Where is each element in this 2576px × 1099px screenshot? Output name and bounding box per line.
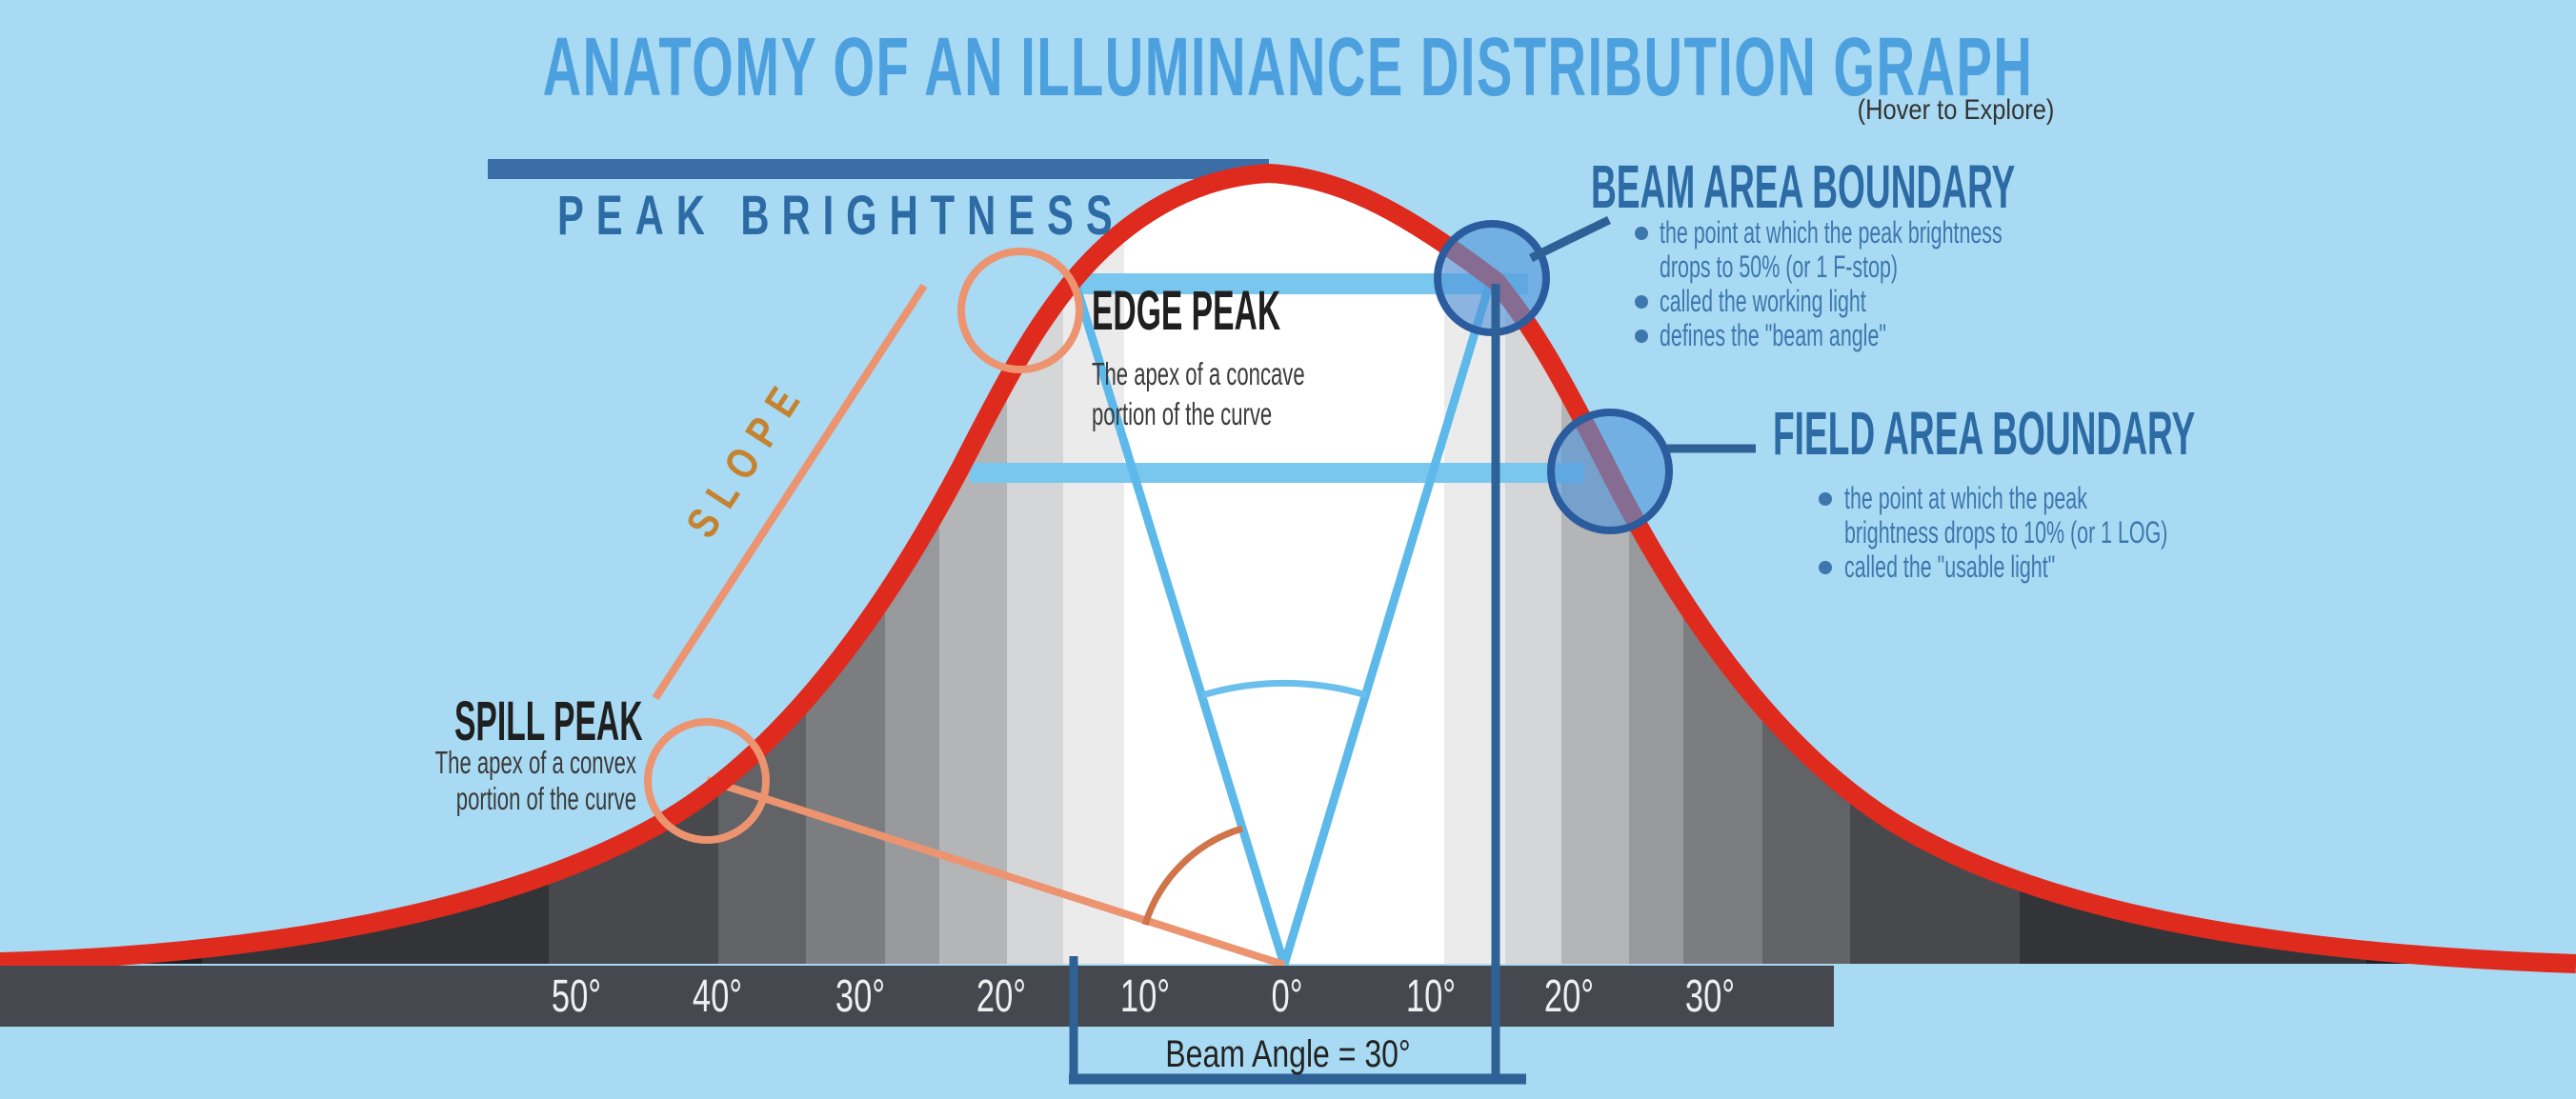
peak-brightness-label[interactable]: PEAK BRIGHTNESS (557, 184, 1125, 246)
spill-peak-desc-line: portion of the curve (456, 782, 636, 816)
slope-line[interactable] (652, 283, 928, 701)
axis-tick-label: 30° (1685, 969, 1735, 1021)
beam-cone-right-arm (1279, 274, 1497, 967)
beam-area-bullet: defines the "beam angle" (1660, 318, 1886, 352)
field-boundary-marker[interactable] (1547, 409, 1673, 534)
axis-tick-label: 30° (835, 969, 885, 1021)
spill-peak-annotation[interactable]: SPILL PEAK The apex of a convex portion … (435, 691, 643, 816)
beam-area-line[interactable] (1075, 273, 1528, 294)
illuminance-stripe (1124, 173, 1444, 964)
illuminance-stripe (1063, 173, 1124, 964)
bullet-dot (1819, 492, 1832, 506)
axis-tick-label: 10° (1406, 969, 1456, 1021)
beam-area-heading: BEAM AREA BOUNDARY (1591, 154, 2015, 222)
edge-peak-ring[interactable] (957, 248, 1083, 373)
angle-axis-bar (0, 966, 1834, 1027)
beam-area-bullet: called the working light (1660, 284, 1866, 318)
axis-tick-label: 50° (552, 969, 601, 1021)
beam-angle-label: Beam Angle = 30° (1165, 1032, 1410, 1075)
bullet-dot (1635, 227, 1648, 240)
beam-callout-connector (1529, 215, 1611, 263)
beam-cone-left-arm (1068, 272, 1289, 967)
field-area-bullet: brightness drops to 10% (or 1 LOG) (1844, 515, 2167, 550)
angle-axis-ticks: 50° 40° 30° 20° 10° 0° 10° 20° 30° (552, 969, 1735, 1021)
beam-area-callout[interactable]: BEAM AREA BOUNDARY the point at which th… (1591, 154, 2015, 352)
bullet-dot (1635, 295, 1648, 309)
edge-peak-annotation[interactable]: EDGE PEAK The apex of a concave portion … (1092, 281, 1305, 431)
edge-peak-heading: EDGE PEAK (1092, 281, 1280, 343)
edge-peak-desc-line: The apex of a concave (1092, 357, 1305, 391)
field-area-bullet: called the "usable light" (1844, 550, 2055, 584)
spill-to-origin-line (705, 776, 1286, 969)
bullet-dot (1635, 330, 1648, 343)
page-subtitle: (Hover to Explore) (1858, 93, 2055, 125)
axis-tick-label: 20° (976, 969, 1026, 1021)
illuminance-curve[interactable] (0, 163, 2576, 973)
axis-tick-label: 0° (1271, 969, 1302, 1021)
slope-angle-arc (1141, 825, 1243, 927)
axis-tick-label: 20° (1544, 969, 1594, 1021)
field-area-bullet: the point at which the peak (1844, 481, 2087, 515)
spill-peak-heading: SPILL PEAK (454, 691, 643, 753)
edge-peak-desc-line: portion of the curve (1092, 397, 1272, 431)
beam-angle-arc (1200, 679, 1368, 699)
peak-brightness-line[interactable] (488, 159, 1269, 179)
spill-peak-ring[interactable] (644, 718, 770, 844)
beam-area-bullet: drops to 50% (or 1 F-stop) (1660, 250, 1898, 284)
axis-tick-label: 10° (1120, 969, 1170, 1021)
axis-tick-label: 40° (693, 969, 742, 1021)
field-area-callout[interactable]: FIELD AREA BOUNDARY the point at which t… (1773, 401, 2195, 584)
bullet-dot (1819, 561, 1832, 574)
spill-peak-desc-line: The apex of a convex (435, 746, 636, 780)
beam-area-bullet: the point at which the peak brightness (1660, 215, 2002, 250)
field-area-heading: FIELD AREA BOUNDARY (1773, 401, 2195, 469)
page-title: ANATOMY OF AN ILLUMINANCE DISTRIBUTION G… (543, 20, 2034, 113)
